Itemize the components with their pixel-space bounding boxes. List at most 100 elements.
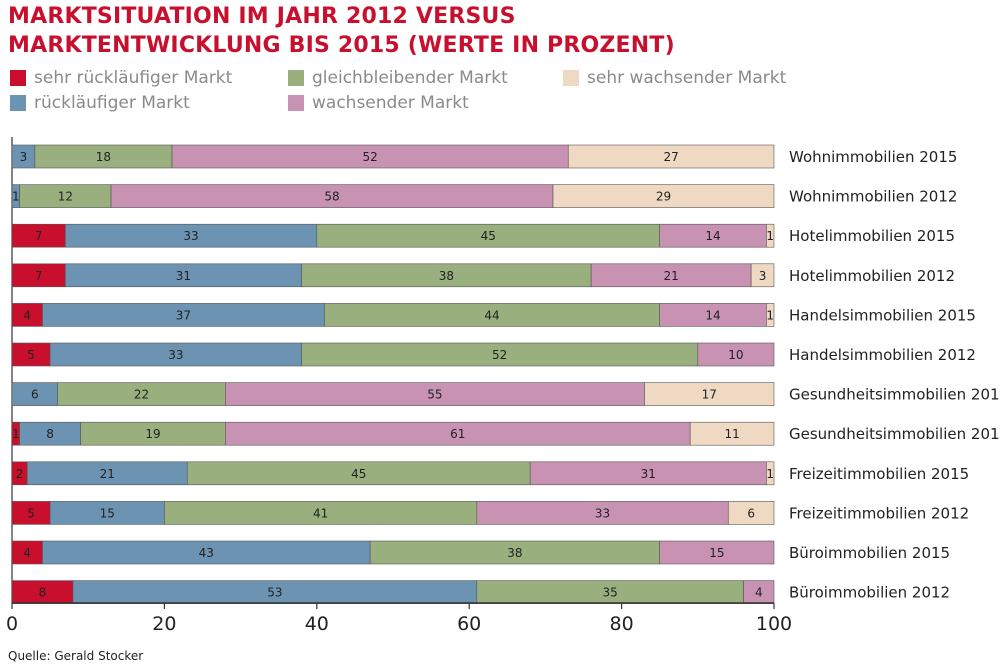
data-label: 11	[724, 427, 739, 441]
source-note: Quelle: Gerald Stocker	[8, 649, 144, 663]
legend-swatch	[288, 70, 304, 86]
legend-label: sehr rückläufiger Markt	[34, 68, 233, 88]
category-label: Gesundheitsimmobilien 2012	[789, 425, 1000, 443]
legend-swatch	[10, 95, 26, 111]
x-tick-label: 60	[457, 613, 481, 635]
data-label: 18	[96, 150, 111, 164]
legend-item-ruecklaeufig: rückläufiger Markt	[10, 92, 190, 114]
data-label: 12	[58, 190, 73, 204]
data-label: 55	[427, 388, 442, 402]
data-label: 1	[766, 229, 774, 243]
data-label: 1	[12, 427, 20, 441]
chart-title: MARKTSITUATION IM JAHR 2012 VERSUS MARKT…	[8, 2, 675, 60]
data-label: 52	[362, 150, 377, 164]
data-label: 33	[168, 348, 183, 362]
x-tick-label: 40	[305, 613, 329, 635]
data-label: 17	[702, 388, 717, 402]
data-label: 45	[351, 467, 366, 481]
category-label: Handelsimmobilien 2015	[789, 306, 976, 324]
bar-segment	[644, 382, 775, 406]
legend-item-wachsend: wachsender Markt	[288, 92, 469, 114]
category-label: Freizeitimmobilien 2015	[789, 465, 969, 483]
bar-segment	[766, 461, 775, 486]
legend-item-sehr-ruecklaeufig: sehr rückläufiger Markt	[10, 67, 232, 89]
legend-label: wachsender Markt	[312, 93, 469, 113]
bar-segment	[766, 223, 775, 248]
legend-item-gleichbleibend: gleichbleibender Markt	[288, 67, 508, 89]
legend-swatch	[563, 70, 579, 86]
bar-segment	[659, 540, 775, 565]
data-label: 10	[728, 348, 743, 362]
data-label: 3	[20, 150, 28, 164]
data-label: 22	[134, 388, 149, 402]
data-label: 7	[35, 229, 43, 243]
x-tick-label: 100	[756, 613, 792, 635]
data-label: 6	[31, 388, 39, 402]
data-label: 2	[16, 467, 24, 481]
data-label: 4	[755, 586, 763, 600]
data-label: 3	[759, 269, 767, 283]
data-label: 5	[27, 348, 35, 362]
data-label: 43	[199, 546, 214, 560]
data-label: 29	[656, 190, 671, 204]
category-label: Büroimmobilien 2012	[789, 584, 950, 602]
bar-segment	[689, 421, 775, 446]
data-label: 4	[23, 546, 31, 560]
legend-item-sehr-wachsend: sehr wachsender Markt	[563, 67, 786, 89]
data-label: 41	[313, 506, 328, 520]
data-label: 14	[705, 229, 720, 243]
data-label: 31	[176, 269, 191, 283]
bar-segment	[766, 303, 775, 327]
data-label: 53	[267, 586, 282, 600]
data-label: 61	[450, 427, 465, 441]
bar-segment	[750, 263, 775, 288]
data-label: 8	[46, 427, 54, 441]
data-label: 58	[324, 190, 339, 204]
category-label: Hotelimmobilien 2015	[789, 227, 955, 245]
legend-swatch	[288, 95, 304, 111]
bar-segment	[697, 342, 775, 367]
x-tick-label: 80	[610, 613, 634, 635]
bar-segment	[727, 501, 775, 525]
data-label: 19	[145, 427, 160, 441]
data-label: 35	[603, 586, 618, 600]
data-label: 4	[23, 308, 31, 322]
data-label: 38	[507, 546, 522, 560]
category-label: Büroimmobilien 2015	[789, 544, 950, 562]
data-label: 27	[663, 150, 678, 164]
legend-label: gleichbleibender Markt	[312, 68, 508, 88]
data-label: 15	[709, 546, 724, 560]
legend-label: rückläufiger Markt	[34, 93, 190, 113]
category-label: Wohnimmobilien 2012	[789, 188, 957, 206]
data-label: 44	[484, 308, 499, 322]
data-label: 38	[439, 269, 454, 283]
category-label: Gesundheitsimmobilien 2015	[789, 386, 1000, 404]
data-label: 37	[176, 308, 191, 322]
data-label: 15	[100, 506, 115, 520]
data-label: 14	[705, 308, 720, 322]
bar-segment	[552, 184, 775, 208]
data-label: 31	[641, 467, 656, 481]
category-label: Hotelimmobilien 2012	[789, 267, 955, 285]
chart-title-line-1: MARKTSITUATION IM JAHR 2012 VERSUS	[8, 4, 516, 29]
x-tick-label: 0	[6, 613, 18, 635]
data-label: 33	[183, 229, 198, 243]
category-label: Freizeitimmobilien 2012	[789, 504, 969, 522]
category-label: Wohnimmobilien 2015	[789, 148, 957, 166]
data-label: 6	[747, 506, 755, 520]
chart-title-line-2: MARKTENTWICKLUNG BIS 2015 (WERTE IN PROZ…	[8, 33, 675, 58]
data-label: 21	[663, 269, 678, 283]
bar-segment	[567, 144, 775, 169]
data-label: 1	[12, 190, 20, 204]
data-label: 5	[27, 506, 35, 520]
data-label: 1	[766, 467, 774, 481]
x-tick-label: 20	[152, 613, 176, 635]
data-label: 52	[492, 348, 507, 362]
data-label: 21	[100, 467, 115, 481]
data-label: 33	[595, 506, 610, 520]
data-label: 1	[766, 308, 774, 322]
data-label: 7	[35, 269, 43, 283]
legend-label: sehr wachsender Markt	[587, 68, 787, 88]
data-label: 8	[39, 586, 47, 600]
